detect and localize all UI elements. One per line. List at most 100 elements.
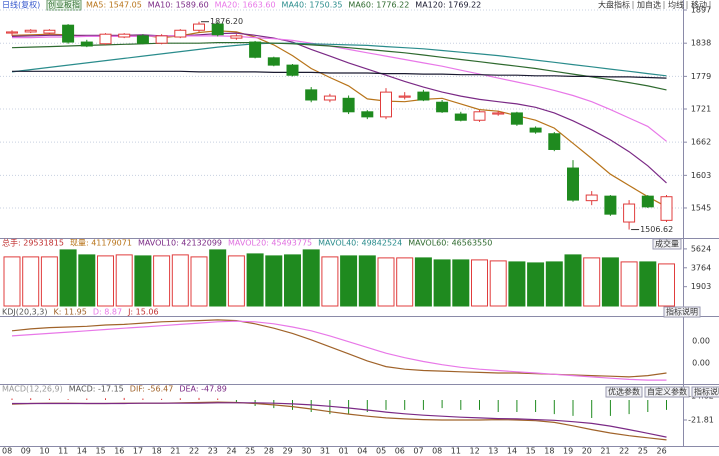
volume-bar <box>508 261 526 307</box>
y-tick-label: 1545 <box>691 203 711 212</box>
volume-bar <box>527 262 545 307</box>
candle-body <box>99 33 112 45</box>
header-button[interactable]: 大盘指标 <box>598 0 630 10</box>
x-tick-label: 21 <box>600 447 610 456</box>
panel-button-box[interactable] <box>691 386 719 398</box>
x-tick-label: 01 <box>339 447 349 456</box>
y-tick-label: 0.00 <box>692 337 710 346</box>
candle-body <box>305 89 318 101</box>
volume-bar <box>134 255 152 307</box>
panel-button[interactable]: 优选参数 <box>608 387 640 397</box>
header-button[interactable]: 加自选 <box>637 0 661 10</box>
x-tick-label: 22 <box>619 447 629 456</box>
legend-entry: 现量: 41179071 <box>70 239 132 248</box>
header-button[interactable]: 均线 <box>668 0 684 10</box>
legend-entry: MAVOL10: 42132099 <box>138 239 222 248</box>
panel-button-box[interactable] <box>652 238 682 250</box>
candle-body <box>623 203 636 223</box>
candle-body <box>267 57 280 66</box>
x-tick-label: 15 <box>526 447 536 456</box>
volume-bar <box>40 256 58 307</box>
volume-bar <box>22 256 40 307</box>
volume-bar <box>302 249 320 307</box>
x-tick-label: 30 <box>301 447 311 456</box>
panel-button[interactable]: 指标说明 <box>666 307 698 317</box>
header-button[interactable]: 移动 <box>691 0 707 10</box>
legend-entry: J: 15.06 <box>127 308 159 317</box>
volume-bar <box>97 255 114 307</box>
candle-body <box>585 194 598 202</box>
candle-body <box>361 111 374 118</box>
volume-bar <box>620 261 638 307</box>
x-tick-label: 13 <box>488 447 498 456</box>
candle-body <box>548 133 561 150</box>
volume-bar <box>227 255 245 307</box>
candle-body <box>492 112 505 115</box>
volume-bar <box>396 257 414 307</box>
x-tick-label: 11 <box>58 447 68 456</box>
candle-body <box>155 35 168 44</box>
volume-bar <box>340 255 358 307</box>
x-tick-label: 24 <box>226 447 236 456</box>
legend-entry: MA10: 1589.60 <box>148 1 209 10</box>
volume-bar <box>433 259 451 307</box>
volume-bar <box>284 254 301 307</box>
x-tick-label: 26 <box>657 447 667 456</box>
y-tick-label: 3764 <box>691 263 711 272</box>
x-tick-label: 04 <box>357 447 367 456</box>
panel-button-box[interactable] <box>644 386 690 398</box>
x-tick-label: 20 <box>582 447 592 456</box>
x-tick-label: 17 <box>133 447 143 456</box>
candle-body <box>286 64 299 76</box>
volume-bar <box>321 256 339 307</box>
x-tick-label: 07 <box>413 447 423 456</box>
panel-button[interactable]: 成交量 <box>655 239 679 249</box>
volume-bar <box>601 257 619 307</box>
x-tick-label: 25 <box>638 447 648 456</box>
volume-bar <box>209 249 227 307</box>
period-label: 日线(复权) <box>2 0 40 10</box>
annotation: 1506.62 <box>640 225 673 234</box>
y-tick-label: 1662 <box>691 138 711 147</box>
panel-button[interactable]: 指标说明 <box>694 387 719 397</box>
x-tick-label: 12 <box>470 447 480 456</box>
volume-bar <box>639 261 657 307</box>
volume-bar <box>658 263 675 307</box>
candle-body <box>398 95 411 98</box>
series-line <box>12 70 667 79</box>
series-line <box>12 402 667 438</box>
candle-body <box>323 95 336 101</box>
x-tick-label: 14 <box>507 447 517 456</box>
volume-bar <box>3 256 21 307</box>
candle-body <box>567 167 579 201</box>
x-tick-label: 08 <box>432 447 442 456</box>
legend-entry: KDJ(20,3,3) <box>2 308 47 317</box>
annotation: 1876.20 <box>210 17 243 26</box>
candle-body <box>230 35 243 39</box>
legend-entry: D: 8.87 <box>93 308 122 317</box>
volume-bar <box>171 254 189 307</box>
x-tick-label: 11 <box>451 447 461 456</box>
volume-bar <box>564 254 582 307</box>
panel-button[interactable]: 自定义参数 <box>647 387 687 397</box>
symbol-label[interactable]: 创业板指 <box>48 0 80 10</box>
panel-button-box[interactable] <box>605 386 643 398</box>
y-tick-label: 1903 <box>691 282 711 291</box>
candle-body <box>174 29 187 38</box>
x-tick-label: 16 <box>114 447 124 456</box>
candle-body <box>380 91 392 118</box>
legend-entry: MA40: 1750.35 <box>282 1 343 10</box>
series-line <box>11 42 667 91</box>
volume-bar <box>78 254 96 307</box>
panel-button-box[interactable] <box>663 306 701 318</box>
x-tick-label: 18 <box>544 447 554 456</box>
volume-bar <box>414 257 432 307</box>
candle-body <box>249 41 262 58</box>
legend-entry: MA5: 1547.05 <box>86 1 142 10</box>
x-tick-label: 23 <box>208 447 218 456</box>
x-tick-label: 09 <box>21 447 31 456</box>
y-tick-label: 5624 <box>691 244 711 253</box>
x-tick-label: 06 <box>395 447 405 456</box>
candle-body <box>660 196 673 221</box>
legend-entry: 总手: 29531815 <box>2 238 64 248</box>
